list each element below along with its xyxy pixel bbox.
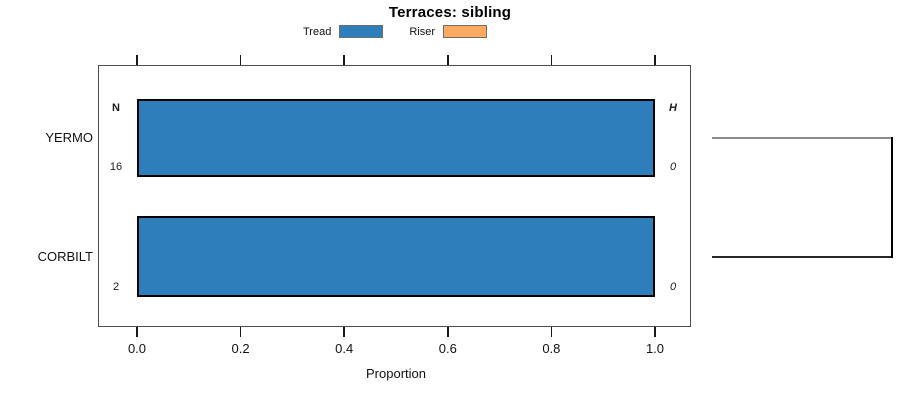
h-value-yermo: 0 [669, 161, 677, 173]
x-tick-label: 1.0 [645, 341, 665, 356]
x-tick-label: 0.4 [335, 341, 354, 356]
legend-label: Tread [303, 25, 332, 38]
chart-title: Terraces: sibling [388, 4, 512, 21]
tree-branch-yermo [712, 137, 893, 139]
x-tick-bottom [447, 327, 449, 337]
x-tick-top [136, 55, 138, 65]
x-tick-top [239, 55, 242, 65]
x-tick-top [343, 55, 345, 65]
x-tick-label: 0.8 [542, 341, 561, 356]
x-tick-bottom [654, 327, 656, 337]
h-column-header: H [669, 102, 677, 114]
legend-swatch-tread [339, 25, 384, 38]
legend-item-riser: Riser [409, 25, 487, 38]
x-tick-bottom [136, 327, 138, 337]
x-tick-top [550, 55, 553, 65]
x-tick-top [654, 55, 656, 65]
category-label-corbilt: CORBILT [37, 248, 93, 264]
tree-branch-corbilt [712, 256, 893, 258]
x-tick-label: 0.2 [231, 341, 250, 356]
x-tick-label: 0.6 [438, 341, 457, 356]
n-value-yermo: 16 [109, 161, 123, 173]
legend-label: Riser [409, 25, 435, 38]
x-tick-bottom [239, 327, 242, 337]
category-label-yermo: YERMO [45, 130, 93, 145]
x-tick-bottom [550, 327, 553, 337]
x-tick-label: 0.0 [127, 341, 147, 356]
n-value-corbilt: 2 [112, 281, 120, 293]
n-column-header: N [112, 102, 120, 114]
bar-corbilt [137, 216, 655, 297]
x-axis-title: Proportion [366, 366, 426, 381]
tree-join [891, 137, 893, 258]
bar-yermo [137, 99, 655, 177]
legend: Tread Riser [303, 25, 513, 38]
legend-swatch-riser [443, 25, 487, 38]
h-value-corbilt: 0 [669, 281, 677, 293]
legend-item-tread: Tread [303, 25, 384, 38]
x-tick-top [447, 55, 449, 65]
x-tick-bottom [343, 327, 345, 337]
